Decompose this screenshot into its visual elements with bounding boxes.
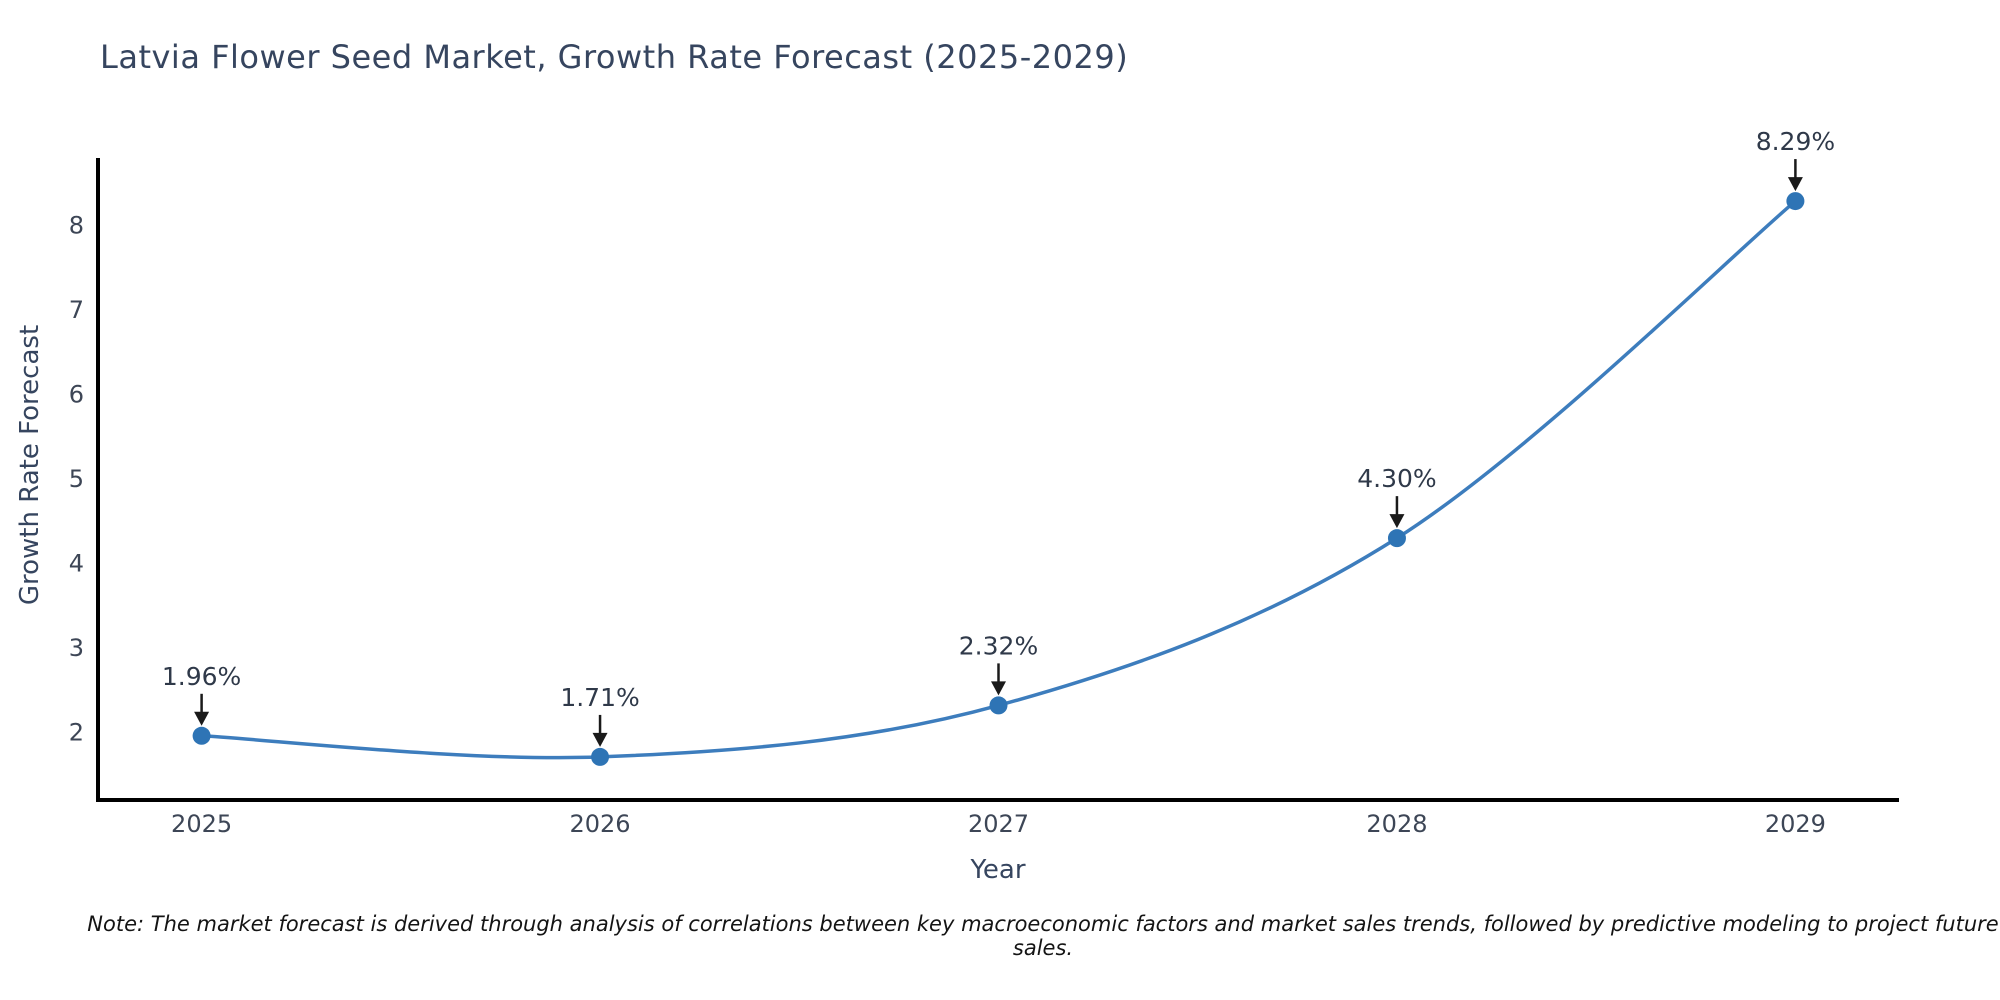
- annotation-arrowhead-icon: [194, 711, 210, 726]
- y-tick-label: 6: [69, 381, 84, 409]
- x-tick-label: 2028: [1366, 810, 1427, 838]
- x-tick-label: 2027: [968, 810, 1029, 838]
- x-tick-label: 2025: [171, 810, 232, 838]
- data-point-marker: [989, 696, 1008, 715]
- annotation-arrowhead-icon: [991, 681, 1006, 696]
- series-line: [199, 199, 1798, 760]
- annotation-arrowhead-icon: [1389, 514, 1405, 529]
- data-point-marker: [591, 747, 610, 766]
- x-axis-title: Year: [970, 855, 1026, 885]
- annotation-arrowhead-icon: [592, 732, 608, 747]
- annotation-label: 4.30%: [1357, 464, 1436, 493]
- annotation-label: 1.71%: [560, 683, 639, 712]
- x-tick-label: 2029: [1765, 810, 1826, 838]
- x-tick-label: 2026: [570, 810, 631, 838]
- chart-title: Latvia Flower Seed Market, Growth Rate F…: [100, 38, 1129, 76]
- y-tick-label: 5: [69, 465, 84, 493]
- y-tick-label: 4: [69, 549, 84, 577]
- annotation-label: 2.32%: [959, 631, 1038, 660]
- data-point-marker: [1786, 192, 1805, 211]
- annotation-arrowhead-icon: [1787, 177, 1803, 192]
- y-tick-label: 8: [69, 212, 84, 240]
- annotation-label: 1.96%: [162, 662, 241, 691]
- annotation-label: 8.29%: [1756, 127, 1835, 156]
- data-point-marker: [192, 726, 211, 745]
- y-tick-label: 3: [69, 634, 84, 662]
- y-tick-label: 2: [69, 718, 84, 746]
- footnote: Note: The market forecast is derived thr…: [87, 912, 1999, 960]
- y-tick-label: 7: [69, 296, 84, 324]
- data-point-marker: [1387, 529, 1406, 548]
